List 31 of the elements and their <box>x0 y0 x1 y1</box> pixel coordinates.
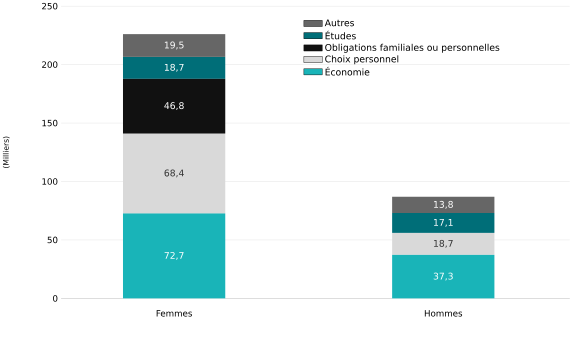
bar <box>392 196 494 213</box>
legend-label: Études <box>326 30 356 40</box>
bar <box>122 56 226 79</box>
legend-label: Économie <box>326 66 370 76</box>
data-label: 37,3 <box>434 272 453 280</box>
bar <box>392 232 494 255</box>
bar <box>122 34 226 57</box>
data-label: 17,1 <box>434 218 453 227</box>
bar <box>122 78 226 134</box>
data-label: 18,7 <box>164 64 184 72</box>
data-label: 13,8 <box>434 200 453 209</box>
y-tick-label: 250 <box>42 2 58 10</box>
legend-label: Obligations familiales ou personnelles <box>325 44 500 53</box>
data-label: 19,5 <box>164 41 184 50</box>
bar <box>392 254 494 298</box>
bar <box>392 212 494 233</box>
x-tick-label: Hommes <box>424 310 462 316</box>
bar <box>122 133 226 214</box>
data-label: 18,7 <box>434 240 453 248</box>
y-tick-label: 100 <box>42 178 58 185</box>
legend-label: Autres <box>324 19 354 26</box>
bar <box>122 213 226 298</box>
y-tick-label: 50 <box>48 236 58 244</box>
data-label: 72,7 <box>164 252 184 260</box>
data-label: 46,8 <box>164 102 184 110</box>
y-tick-label: 200 <box>42 61 58 68</box>
y-tick-label: 150 <box>42 120 58 126</box>
legend-label: Choix personnel <box>325 55 398 64</box>
x-tick-label: Femmes <box>156 310 192 316</box>
y-tick-label: 0 <box>53 294 58 302</box>
data-label: 68,4 <box>164 169 184 178</box>
